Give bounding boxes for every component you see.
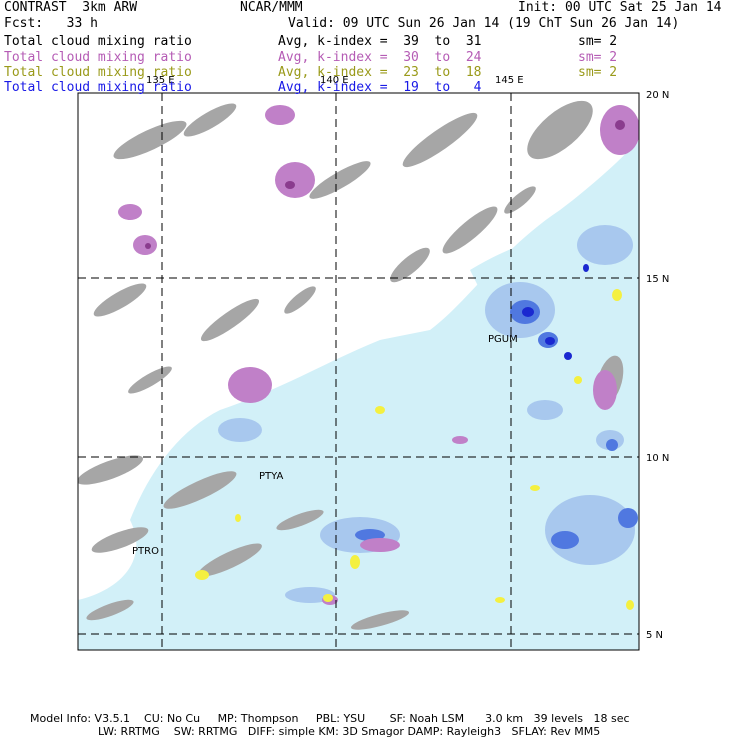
- forecast-hour: Fcst: 33 h: [4, 16, 98, 31]
- station-label-pgum: PGUM: [488, 334, 518, 345]
- lon-label-145: 145 E: [495, 75, 524, 86]
- field-avg-4: Avg, k-index = 19 to 4: [278, 80, 482, 95]
- field-name-3: Total cloud mixing ratio: [4, 65, 192, 80]
- station-label-ptya: PTYA: [259, 471, 283, 482]
- field-avg-3: Avg, k-index = 23 to 18: [278, 65, 482, 80]
- lon-label-140: 140 E: [320, 75, 349, 86]
- field-name-2: Total cloud mixing ratio: [4, 50, 192, 65]
- field-name-1: Total cloud mixing ratio: [4, 34, 192, 49]
- lat-label-10: 10 N: [646, 453, 669, 464]
- station-label-ptro: PTRO: [132, 546, 159, 557]
- graticule: [78, 93, 639, 650]
- model-info-line-1: Model Info: V3.5.1 CU: No Cu MP: Thompso…: [30, 712, 630, 725]
- model-title: CONTRAST 3km ARW: [4, 0, 138, 15]
- cloud-field-layer: [78, 100, 639, 650]
- mid-level-cloud-cells: [118, 105, 639, 605]
- lat-label-5: 5 N: [646, 630, 663, 641]
- organization: NCAR/MMM: [240, 0, 303, 15]
- map-frame: [77, 92, 640, 651]
- init-time: Init: 00 UTC Sat 25 Jan 14: [518, 0, 722, 15]
- low-level-cloud-cells: [195, 289, 634, 610]
- field-sm-2: sm= 2: [578, 50, 618, 65]
- field-name-4: Total cloud mixing ratio: [4, 80, 192, 95]
- field-sm-3: sm= 2: [578, 65, 618, 80]
- field-avg-1: Avg, k-index = 39 to 31: [278, 34, 482, 49]
- valid-time: Valid: 09 UTC Sun 26 Jan 14 (19 ChT Sun …: [288, 16, 680, 31]
- field-sm-1: sm= 2: [578, 34, 618, 49]
- lat-label-20: 20 N: [646, 90, 669, 101]
- lat-label-15: 15 N: [646, 274, 669, 285]
- model-info-line-2: LW: RRTMG SW: RRTMG DIFF: simple KM: 3D …: [98, 725, 601, 738]
- field-avg-2: Avg, k-index = 30 to 24: [278, 50, 482, 65]
- lon-label-135: 135 E: [146, 75, 175, 86]
